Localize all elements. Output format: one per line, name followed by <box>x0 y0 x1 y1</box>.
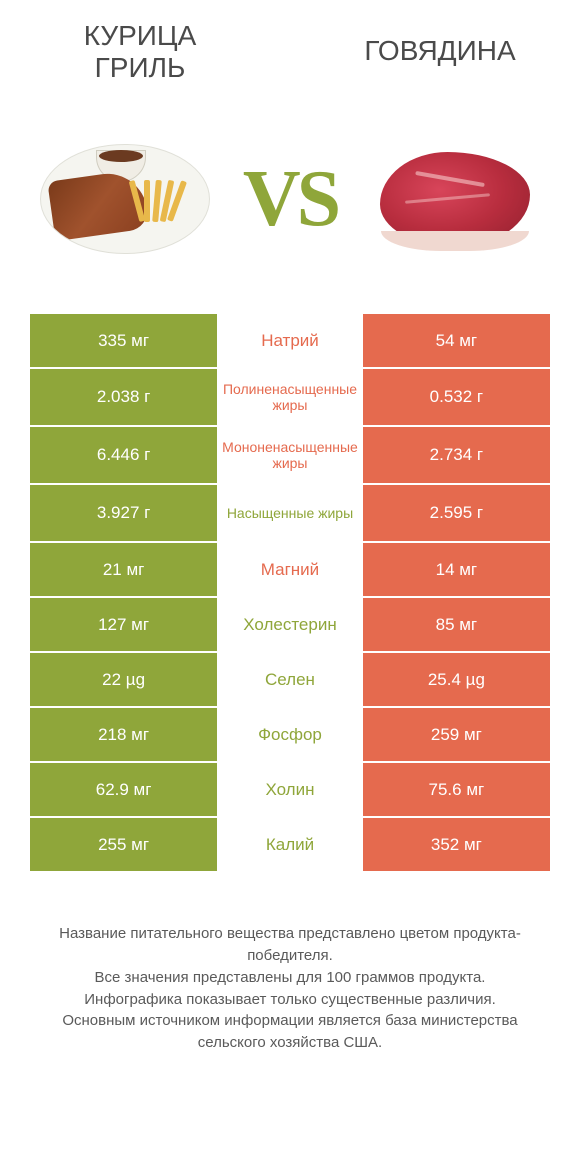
left-value: 2.038 г <box>30 369 217 425</box>
footer-line: Все значения представлены для 100 граммо… <box>30 967 550 989</box>
left-value: 335 мг <box>30 314 217 367</box>
nutrient-label: Фосфор <box>217 708 363 761</box>
left-value: 62.9 мг <box>30 763 217 816</box>
images-row: VS <box>0 94 580 314</box>
left-value: 127 мг <box>30 598 217 651</box>
nutrient-label: Насыщенные жиры <box>217 485 363 541</box>
nutrient-label: Натрий <box>217 314 363 367</box>
left-value: 218 мг <box>30 708 217 761</box>
nutrient-label: Калий <box>217 818 363 871</box>
footer-line: Инфографика показывает только существенн… <box>30 989 550 1011</box>
table-row: 255 мгКалий352 мг <box>30 818 550 873</box>
nutrient-label: Полиненасыщенные жиры <box>217 369 363 425</box>
footer-line: Название питательного вещества представл… <box>30 923 550 967</box>
right-value: 14 мг <box>363 543 550 596</box>
table-row: 335 мгНатрий54 мг <box>30 314 550 369</box>
header: КУРИЦА ГРИЛЬ ГОВЯДИНА <box>0 0 580 94</box>
table-row: 6.446 гМононенасыщенные жиры2.734 г <box>30 427 550 485</box>
table-row: 22 µgСелен25.4 µg <box>30 653 550 708</box>
left-value: 255 мг <box>30 818 217 871</box>
nutrient-label: Магний <box>217 543 363 596</box>
left-value: 6.446 г <box>30 427 217 483</box>
left-product-image <box>40 134 210 264</box>
footer-notes: Название питательного вещества представл… <box>0 873 580 1054</box>
right-value: 2.734 г <box>363 427 550 483</box>
right-product-title: ГОВЯДИНА <box>340 35 540 84</box>
table-row: 3.927 гНасыщенные жиры2.595 г <box>30 485 550 543</box>
right-value: 54 мг <box>363 314 550 367</box>
left-value: 22 µg <box>30 653 217 706</box>
nutrient-label: Холестерин <box>217 598 363 651</box>
right-product-image <box>370 134 540 264</box>
left-product-title: КУРИЦА ГРИЛЬ <box>40 20 240 84</box>
right-value: 0.532 г <box>363 369 550 425</box>
right-value: 259 мг <box>363 708 550 761</box>
comparison-table: 335 мгНатрий54 мг2.038 гПолиненасыщенные… <box>0 314 580 873</box>
right-value: 352 мг <box>363 818 550 871</box>
nutrient-label: Холин <box>217 763 363 816</box>
table-row: 21 мгМагний14 мг <box>30 543 550 598</box>
right-value: 25.4 µg <box>363 653 550 706</box>
right-value: 2.595 г <box>363 485 550 541</box>
left-value: 3.927 г <box>30 485 217 541</box>
table-row: 127 мгХолестерин85 мг <box>30 598 550 653</box>
table-row: 218 мгФосфор259 мг <box>30 708 550 763</box>
vs-label: VS <box>243 154 337 245</box>
table-row: 2.038 гПолиненасыщенные жиры0.532 г <box>30 369 550 427</box>
table-row: 62.9 мгХолин75.6 мг <box>30 763 550 818</box>
right-value: 85 мг <box>363 598 550 651</box>
left-value: 21 мг <box>30 543 217 596</box>
footer-line: Основным источником информации является … <box>30 1010 550 1054</box>
nutrient-label: Селен <box>217 653 363 706</box>
right-value: 75.6 мг <box>363 763 550 816</box>
nutrient-label: Мононенасыщенные жиры <box>217 427 363 483</box>
